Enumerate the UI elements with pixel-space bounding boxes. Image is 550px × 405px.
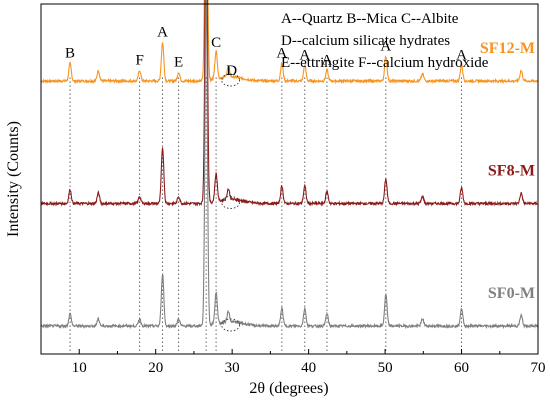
- series-lines: SF12-M SF8-M SF0-M: [40, 0, 539, 332]
- highlight-ellipse: [221, 196, 241, 209]
- legend-line-2: D--calcium silicate hydrates: [281, 33, 450, 49]
- y-axis-label: Intensity (Counts): [5, 121, 22, 237]
- phase-marker-label: F: [135, 53, 143, 69]
- legend-line-3: E--ettringite F--calcium hydroxide: [281, 55, 489, 71]
- phase-marker-label: A: [456, 47, 467, 63]
- x-tick-label: 10: [72, 360, 87, 376]
- series-label: SF8-M: [488, 163, 535, 180]
- phase-marker-label: A: [380, 39, 391, 55]
- phase-marker-label: C: [211, 35, 221, 51]
- reference-lines: [69, 77, 462, 352]
- series-line-sf0-m: [40, 0, 539, 330]
- x-tick-label: 20: [148, 360, 163, 376]
- x-tick-label: 40: [301, 360, 316, 376]
- legend-line-1: A--Quartz B--Mica C--Albite: [281, 11, 459, 27]
- phase-marker-label: A: [276, 46, 287, 62]
- series-label: SF0-M: [488, 285, 535, 302]
- plot-frame: [40, 3, 539, 355]
- x-tick-label: 50: [378, 360, 393, 376]
- series-line-sf12-m: [40, 0, 539, 85]
- x-axis-ticks: 10 20 30 40 50 60 70: [40, 349, 546, 376]
- highlight-ellipse: [221, 318, 241, 332]
- phase-marker-label: A: [322, 53, 333, 69]
- x-tick-label: 70: [531, 360, 546, 376]
- series-label: SF12-M: [480, 40, 535, 57]
- x-axis-label: 2θ (degrees): [249, 380, 328, 397]
- phase-markers: BFAEACDAAAAA: [65, 25, 467, 80]
- series-line-sf8-m: [40, 0, 539, 207]
- legend: A--Quartz B--Mica C--Albite D--calcium s…: [281, 11, 489, 71]
- phase-marker-label: B: [65, 46, 75, 62]
- phase-marker-label: A: [299, 47, 310, 63]
- phase-marker-label: A: [157, 25, 168, 41]
- x-tick-label: 60: [454, 360, 469, 376]
- phase-marker-label: E: [174, 54, 183, 70]
- phase-marker-label: D: [226, 63, 237, 79]
- x-tick-label: 30: [225, 360, 240, 376]
- highlight-ellipse: [221, 73, 241, 87]
